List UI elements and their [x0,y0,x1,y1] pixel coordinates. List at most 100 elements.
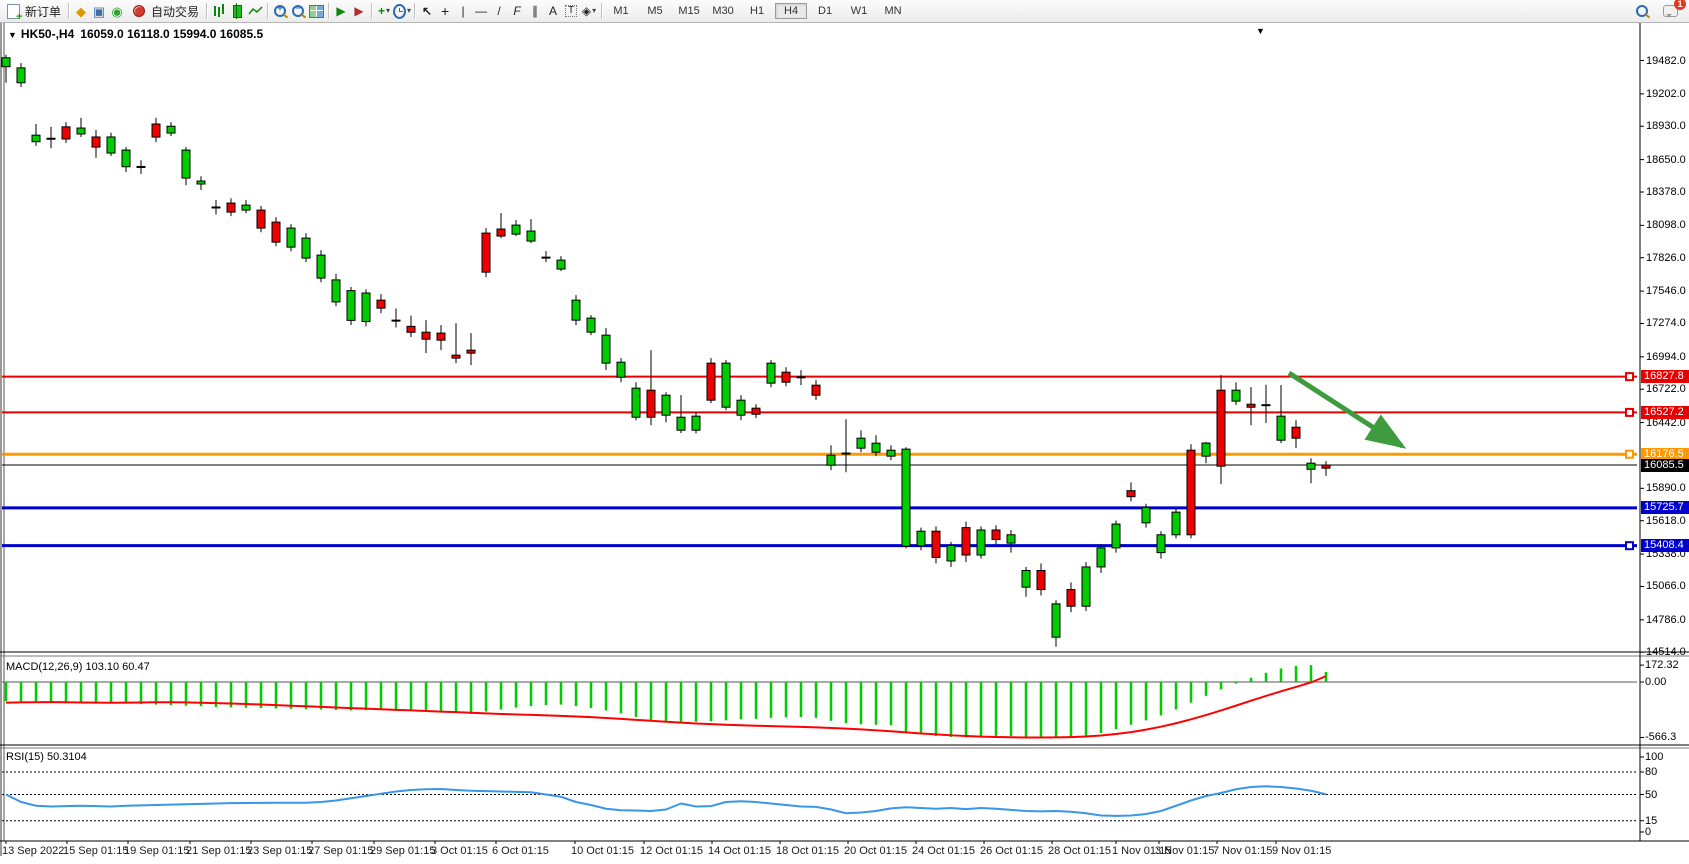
timeframe-button-D1[interactable]: D1 [818,5,833,17]
candle [706,362,716,401]
macd-bar [994,682,998,737]
macd-bar [514,682,518,708]
candle [31,134,41,143]
scroll-marker-icon: ▼ [1256,26,1265,36]
candle [826,454,836,466]
horizontal-line-icon[interactable]: — [475,4,488,18]
timeframe-button-M15[interactable]: M15 [678,5,700,17]
candle [1096,547,1106,568]
candle [76,127,86,135]
crosshair-icon[interactable]: + [440,3,450,19]
timeframe-button-H4[interactable]: H4 [775,3,808,19]
candle [601,334,611,364]
candle [661,394,671,416]
text-tool-icon[interactable]: A [549,4,558,18]
macd-bar [739,682,743,720]
tile-windows-icon[interactable] [307,3,325,19]
candle [961,527,971,556]
timeframe-button-M5[interactable]: M5 [647,5,663,17]
macd-bar [64,682,68,704]
macd-bar [1279,668,1283,682]
signals-icon[interactable]: ◉ [111,3,123,19]
symbol-dropdown-icon[interactable]: ▼ [8,30,17,40]
candle [106,136,116,154]
timeframe-button-MN[interactable]: MN [884,5,902,17]
candle [301,237,311,259]
new-order-label: 新订单 [25,4,62,19]
timeframe-button-M30[interactable]: M30 [712,5,734,17]
label-tool-icon[interactable]: T [562,3,580,19]
bar-chart-icon[interactable] [210,3,228,19]
cursor-icon[interactable]: ↖ [422,4,433,18]
macd-axis-label: 0.00 [1645,676,1667,688]
macd-bar [1084,682,1088,736]
macd-bar [1204,682,1208,696]
zoom-in-icon[interactable]: + [271,3,289,19]
macd-bar [1024,682,1028,737]
candle [271,221,281,243]
line-chart-icon[interactable] [246,3,264,19]
fibonacci-icon[interactable]: F [513,4,521,18]
channel-icon[interactable]: ∥ [532,4,539,18]
candle [856,437,866,449]
price-axis-label: 18650.0 [1646,153,1686,166]
styler-icon[interactable]: ◆ [76,3,87,19]
auto-trading-button[interactable]: 自动交易 [126,1,203,21]
macd-bar [679,682,683,723]
trendline-icon[interactable]: / [497,4,501,18]
candle [721,362,731,408]
macd-bar [859,682,863,725]
macd-bar [214,682,218,707]
candle [781,371,791,383]
candle [331,279,341,303]
candle [631,387,641,418]
timeframe-button-H1[interactable]: H1 [750,5,765,17]
macd-bar [964,682,968,738]
search-icon[interactable] [1633,3,1651,19]
time-axis-label: 9 Nov 01:15 [1272,845,1332,857]
periods-clock-icon[interactable]: ▾ [393,3,411,19]
macd-bar [979,682,983,737]
new-order-button[interactable]: 新订单 [0,1,65,23]
rsi-axis-label: 0 [1645,826,1652,838]
macd-bar [439,682,443,712]
zoom-out-icon[interactable]: − [289,3,307,19]
vertical-line-icon[interactable]: | [461,4,465,18]
macd-bar [229,682,233,708]
candle [1126,490,1136,498]
candle [16,67,26,84]
macd-bar [184,682,188,706]
macd-bar [244,682,248,708]
macd-bar [1234,682,1238,684]
price-axis-label: 19202.0 [1646,87,1686,100]
candle [1291,426,1301,439]
time-axis-label: 19 Sep 01:15 [124,845,190,857]
auto-scroll-icon[interactable]: ▶ [336,4,346,18]
line-marker [1625,449,1634,459]
macd-bar [169,682,173,706]
line-marker [1625,541,1634,551]
indicators-icon[interactable]: + ▾ [378,4,391,18]
macd-bar [604,682,608,711]
candle [931,530,941,558]
macd-bar [844,682,848,724]
candle [1231,389,1241,402]
timeframe-button-W1[interactable]: W1 [850,5,868,17]
price-line-badge: 15725.7 [1641,501,1689,515]
timeframe-button-M1[interactable]: M1 [613,5,629,17]
trend-arrow [1287,370,1407,449]
time-axis-label: 21 Sep 01:15 [186,845,252,857]
chart-shift-icon[interactable]: ▶ [354,4,364,18]
macd-bar [544,682,548,706]
candlestick-chart-icon[interactable] [228,2,246,19]
price-axis-label: 15618.0 [1646,514,1686,527]
new-chart-icon[interactable]: ▣ [92,3,106,19]
separator [601,3,603,19]
chart-title: ▼ HK50-,H4 16059.0 16118.0 15994.0 16085.5 [8,27,263,41]
notifications-icon[interactable]: 1 [1661,0,1686,19]
price-axis-label: 17826.0 [1646,251,1686,264]
shapes-icon[interactable]: ◈ ▾ [581,4,597,18]
rsi-label: RSI(15) 50.3104 [6,751,87,763]
price-axis-label: 18378.0 [1646,185,1686,198]
